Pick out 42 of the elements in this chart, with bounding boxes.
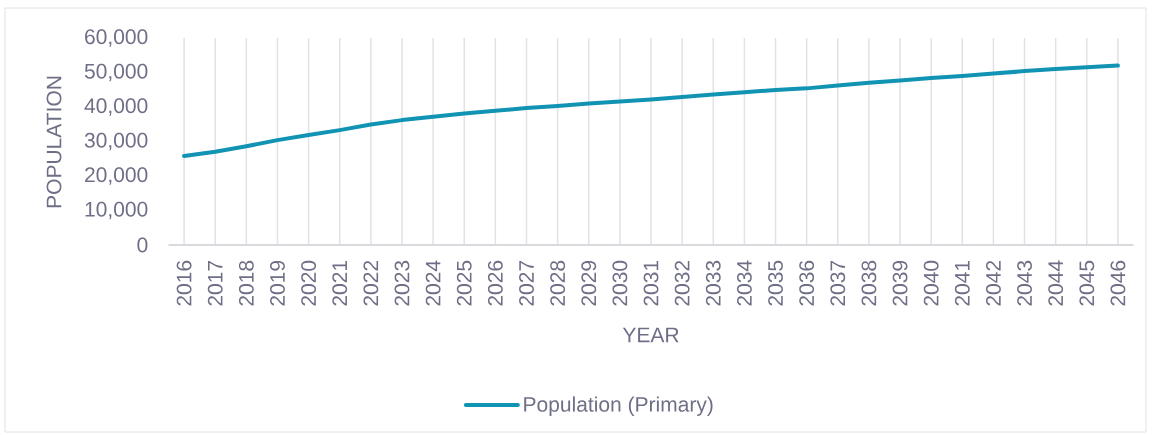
x-tick-label: 2036 xyxy=(799,260,815,306)
x-tick-label: 2038 xyxy=(861,260,877,306)
x-tick-label: 2035 xyxy=(768,260,783,306)
x-tick-label: 2021 xyxy=(332,260,348,306)
x-tick-label: 2017 xyxy=(207,260,223,306)
x-tick-label: 2042 xyxy=(985,260,1001,306)
y-tick-label: 60,000 xyxy=(85,29,148,47)
x-tick-label: 2024 xyxy=(425,260,441,306)
legend-label: Population (Primary) xyxy=(524,396,713,416)
x-tick-label: 2016 xyxy=(176,260,192,306)
x-tick-label: 2037 xyxy=(830,260,846,306)
x-tick-label: 2032 xyxy=(674,260,690,306)
x-tick-label: 2043 xyxy=(1017,260,1032,306)
x-tick-label: 2025 xyxy=(456,260,472,306)
x-tick-label: 2029 xyxy=(581,260,597,306)
x-tick-label: 2030 xyxy=(612,260,628,306)
x-tick-label: 2034 xyxy=(736,260,752,306)
line-series xyxy=(182,63,1120,158)
x-tick-label: 2027 xyxy=(519,260,534,306)
x-tick-label: 2045 xyxy=(1079,260,1095,306)
y-tick-label: 40,000 xyxy=(84,98,148,116)
x-tick-label: 2033 xyxy=(705,260,721,306)
x-tick-label: 2028 xyxy=(550,260,566,306)
x-tick-label: 2039 xyxy=(892,260,908,306)
y-tick-label: 50,000 xyxy=(84,63,148,82)
x-tick-label: 2031 xyxy=(643,260,659,306)
x-tick-label: 2041 xyxy=(954,260,970,306)
x-tick-label: 2046 xyxy=(1110,260,1126,306)
y-tick-label: 20,000 xyxy=(85,167,148,185)
y-axis-title: POPULATION xyxy=(46,76,62,208)
x-axis-title: YEAR xyxy=(622,327,679,343)
x-tick-label: 2026 xyxy=(487,260,503,306)
x-tick-label: 2040 xyxy=(923,260,939,306)
y-tick-label: 0 xyxy=(137,237,148,253)
x-tick-label: 2018 xyxy=(238,260,254,306)
y-tick-label: 10,000 xyxy=(85,201,148,220)
x-tick-label: 2022 xyxy=(363,260,379,306)
x-tick-label: 2023 xyxy=(394,260,410,306)
x-tick-label: 2019 xyxy=(270,260,285,306)
x-tick-label: 2044 xyxy=(1048,260,1064,306)
x-tick-label: 2020 xyxy=(301,260,317,306)
y-tick-label: 30,000 xyxy=(84,132,148,151)
